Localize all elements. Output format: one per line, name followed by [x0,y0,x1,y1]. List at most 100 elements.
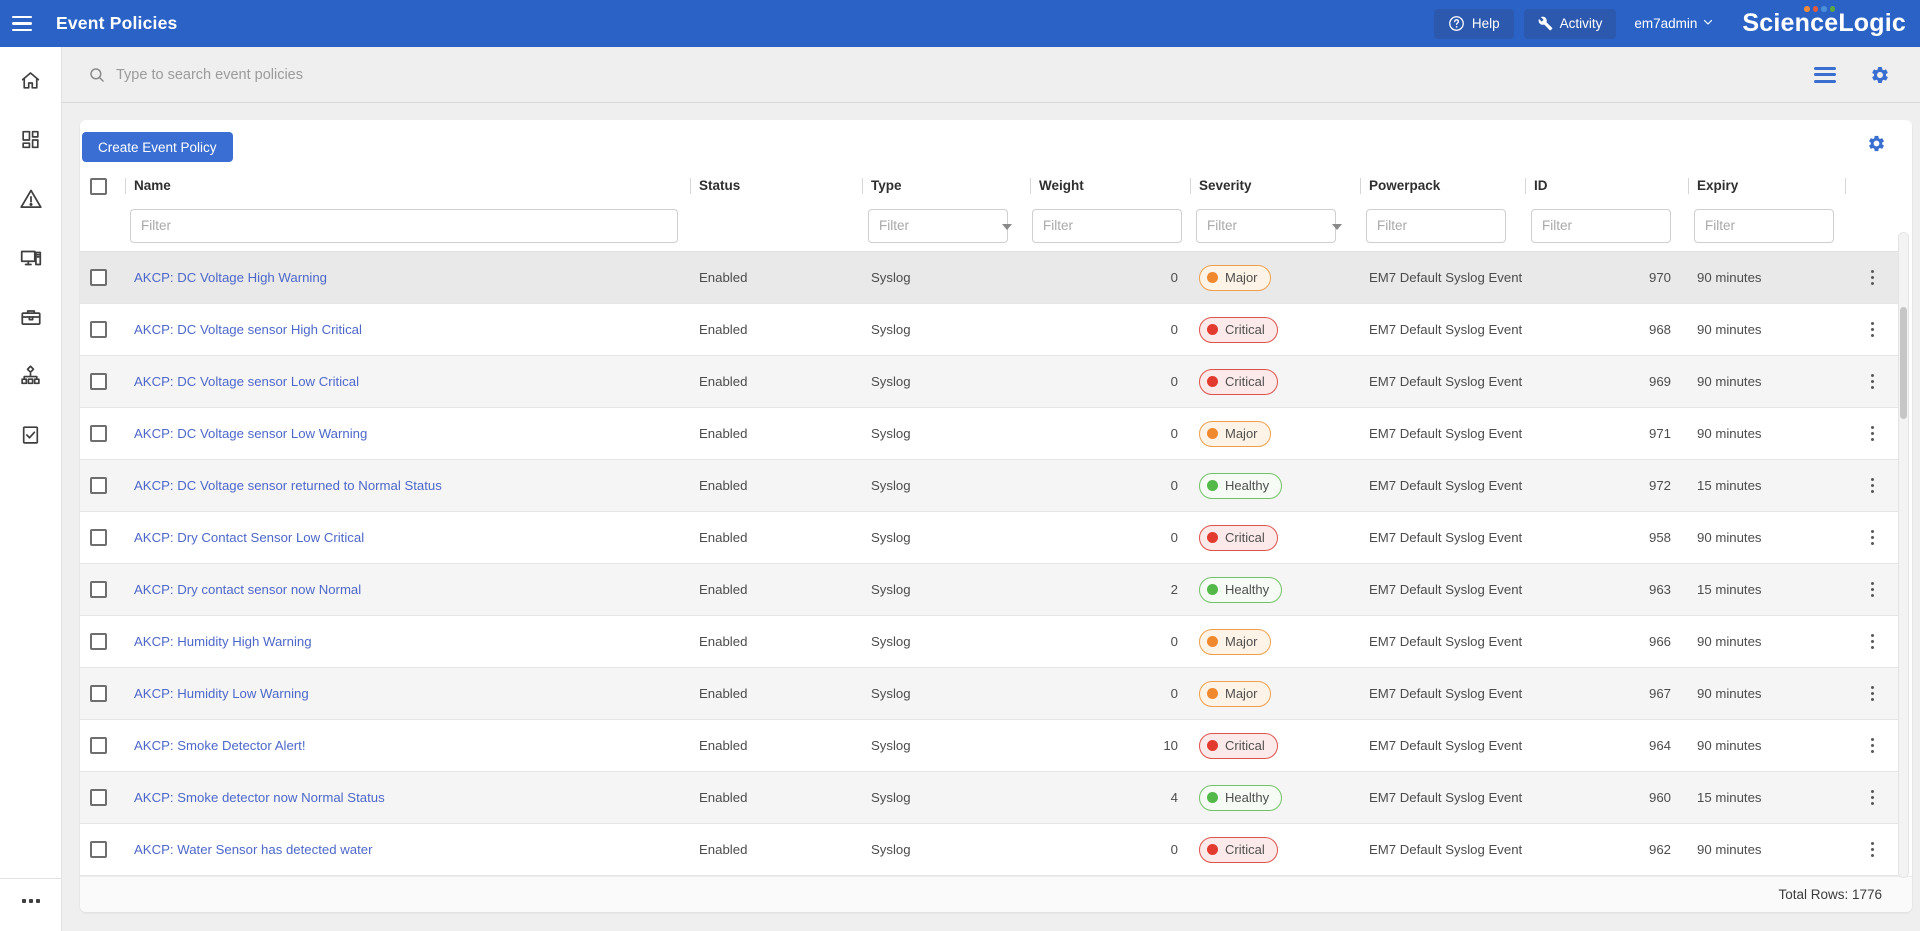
column-header-type[interactable]: Type [862,177,1030,195]
select-all-checkbox[interactable] [90,177,107,195]
column-header-name[interactable]: Name [125,177,690,195]
create-event-policy-button[interactable]: Create Event Policy [82,132,233,162]
row-actions-kebab-icon[interactable] [1867,630,1879,654]
table-row[interactable]: AKCP: Water Sensor has detected water En… [80,824,1900,876]
column-header-severity[interactable]: Severity [1190,177,1360,195]
row-checkbox[interactable] [90,581,107,598]
row-checkbox[interactable] [90,633,107,650]
page-settings-gear-icon[interactable] [1870,65,1890,85]
row-actions-kebab-icon[interactable] [1867,266,1879,290]
column-header-expiry[interactable]: Expiry [1688,177,1845,195]
policy-name-link[interactable]: AKCP: DC Voltage High Warning [134,270,328,285]
search-input[interactable] [116,66,1814,83]
clipboard-check-icon [19,423,42,451]
policy-name-link[interactable]: AKCP: Humidity Low Warning [134,686,309,701]
menu-icon[interactable] [0,0,44,47]
policy-name-link[interactable]: AKCP: Dry contact sensor now Normal [134,582,362,597]
type-filter-input[interactable] [868,208,1008,243]
status-cell: Enabled [699,842,748,857]
table-row[interactable]: AKCP: DC Voltage sensor Low Warning Enab… [80,408,1900,460]
row-checkbox[interactable] [90,373,107,390]
user-menu[interactable]: em7admin [1626,16,1722,31]
column-header-id[interactable]: ID [1525,177,1688,195]
row-checkbox[interactable] [90,529,107,546]
sidebar-item-checklist[interactable] [7,413,55,461]
row-actions-kebab-icon[interactable] [1867,370,1879,394]
policy-name-link[interactable]: AKCP: DC Voltage sensor Low Critical [134,374,360,389]
policy-name-link[interactable]: AKCP: DC Voltage sensor Low Warning [134,426,368,441]
table-row[interactable]: AKCP: Smoke Detector Alert! Enabled Sysl… [80,720,1900,772]
table-row[interactable]: AKCP: DC Voltage sensor High Critical En… [80,304,1900,356]
table-row[interactable]: AKCP: Dry contact sensor now Normal Enab… [80,564,1900,616]
weight-cell: 0 [1170,374,1178,389]
severity-filter-input[interactable] [1196,208,1336,243]
policy-name-link[interactable]: AKCP: Dry Contact Sensor Low Critical [134,530,365,545]
row-checkbox[interactable] [90,269,107,286]
policy-name-link[interactable]: AKCP: DC Voltage sensor High Critical [134,322,362,337]
name-filter-input[interactable] [130,208,678,243]
powerpack-cell: EM7 Default Syslog Event [1369,530,1523,545]
table-row[interactable]: AKCP: Humidity Low Warning Enabled Syslo… [80,668,1900,720]
row-checkbox[interactable] [90,737,107,754]
id-filter-input[interactable] [1531,208,1671,243]
table-row[interactable]: AKCP: Smoke detector now Normal Status E… [80,772,1900,824]
table-row[interactable]: AKCP: DC Voltage sensor returned to Norm… [80,460,1900,512]
row-actions-kebab-icon[interactable] [1867,318,1879,342]
powerpack-filter-input[interactable] [1366,208,1506,243]
sidebar-item-devices[interactable] [7,236,55,284]
sidebar-item-business-services[interactable] [7,295,55,343]
sidebar [0,47,62,931]
severity-dot-icon [1207,636,1218,647]
column-header-weight[interactable]: Weight [1030,177,1190,195]
sidebar-item-maps[interactable] [7,354,55,402]
help-button[interactable]: Help [1433,8,1514,39]
powerpack-cell: EM7 Default Syslog Event [1369,426,1523,441]
policy-name-link[interactable]: AKCP: Humidity High Warning [134,634,312,649]
column-header-status[interactable]: Status [690,177,862,195]
row-actions-kebab-icon[interactable] [1867,474,1879,498]
row-checkbox[interactable] [90,477,107,494]
row-actions-kebab-icon[interactable] [1867,526,1879,550]
row-checkbox[interactable] [90,841,107,858]
row-checkbox[interactable] [90,425,107,442]
row-actions-kebab-icon[interactable] [1867,786,1879,810]
row-actions-kebab-icon[interactable] [1867,422,1879,446]
row-checkbox[interactable] [90,685,107,702]
id-cell: 962 [1648,842,1671,857]
severity-label: Healthy [1225,478,1270,493]
policy-name-link[interactable]: AKCP: Water Sensor has detected water [134,842,373,857]
list-view-icon[interactable] [1814,66,1836,83]
activity-button[interactable]: Activity [1523,8,1617,39]
row-checkbox[interactable] [90,321,107,338]
sidebar-more-icon[interactable] [7,879,55,923]
scrollbar-thumb[interactable] [1900,307,1907,419]
row-checkbox[interactable] [90,789,107,806]
expiry-filter-input[interactable] [1694,208,1834,243]
status-cell: Enabled [699,582,748,597]
table-row[interactable]: AKCP: DC Voltage sensor Low Critical Ena… [80,356,1900,408]
grid-settings-gear-icon[interactable] [1867,134,1886,158]
table-footer: Total Rows: 1776 [80,876,1912,912]
row-actions-kebab-icon[interactable] [1867,734,1879,758]
row-actions-kebab-icon[interactable] [1867,578,1879,602]
severity-badge: Major [1199,420,1271,447]
sidebar-item-home[interactable] [7,59,55,107]
severity-dot-icon [1207,376,1218,387]
policy-name-link[interactable]: AKCP: DC Voltage sensor returned to Norm… [134,478,442,493]
vertical-scrollbar[interactable] [1898,232,1909,878]
sidebar-item-dashboards[interactable] [7,118,55,166]
row-actions-kebab-icon[interactable] [1867,682,1879,706]
powerpack-cell: EM7 Default Syslog Event [1369,738,1523,753]
column-header-powerpack[interactable]: Powerpack [1360,177,1525,195]
row-actions-kebab-icon[interactable] [1867,838,1879,862]
table-row[interactable]: AKCP: DC Voltage High Warning Enabled Sy… [80,252,1900,304]
weight-filter-input[interactable] [1032,208,1182,243]
table-body: AKCP: DC Voltage High Warning Enabled Sy… [80,252,1912,876]
sidebar-item-events[interactable] [7,177,55,225]
policy-name-link[interactable]: AKCP: Smoke Detector Alert! [134,738,306,753]
total-rows-label: Total Rows: 1776 [1778,887,1882,902]
table-row[interactable]: AKCP: Humidity High Warning Enabled Sysl… [80,616,1900,668]
id-cell: 970 [1648,270,1671,285]
policy-name-link[interactable]: AKCP: Smoke detector now Normal Status [134,790,385,805]
table-row[interactable]: AKCP: Dry Contact Sensor Low Critical En… [80,512,1900,564]
